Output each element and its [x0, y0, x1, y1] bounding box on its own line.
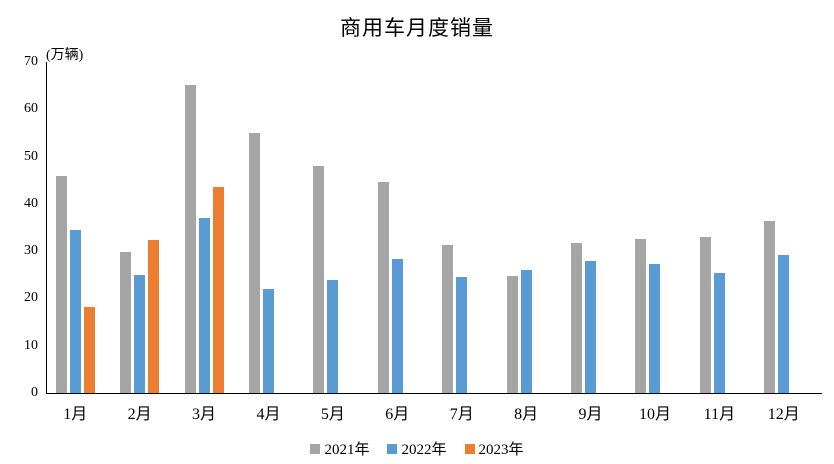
x-category-label: 2月	[127, 406, 152, 423]
y-tick-label: 50	[24, 148, 38, 164]
y-tick-label: 20	[24, 290, 38, 306]
y-tick-label: 40	[24, 195, 38, 211]
legend-label: 2022年	[401, 442, 447, 458]
bar-2021年-5月	[313, 166, 325, 393]
x-category-label: 11月	[703, 406, 736, 423]
bar-2022年-1月	[69, 230, 81, 393]
bar-2021年-2月	[120, 252, 132, 393]
bar-2021年-11月	[699, 237, 711, 393]
bar-2021年-9月	[571, 243, 583, 393]
bar-group-9月	[571, 62, 610, 393]
bar-2021年-4月	[248, 133, 260, 393]
bar-2022年-6月	[391, 259, 403, 393]
x-category-label: 6月	[385, 406, 410, 423]
bar-2021年-12月	[764, 221, 776, 393]
x-category-label: 7月	[449, 406, 474, 423]
x-category-label: 3月	[192, 406, 217, 423]
bar-group-3月	[184, 62, 224, 393]
x-category-label: 10月	[638, 406, 671, 423]
y-tick-label: 60	[24, 101, 38, 117]
legend-item-2021年: 2021年	[310, 438, 369, 459]
x-category-label: 12月	[767, 406, 800, 423]
bar-2023年-2月	[148, 240, 160, 393]
y-tick-label: 10	[24, 337, 38, 353]
bar-2022年-4月	[262, 289, 274, 393]
legend-item-2022年: 2022年	[387, 438, 447, 459]
bar-2021年-1月	[55, 176, 67, 393]
bar-group-5月	[313, 62, 352, 393]
chart-title: 商用车月度销量	[340, 16, 494, 40]
legend-marker-icon	[464, 443, 475, 454]
x-category-label: 8月	[514, 406, 539, 423]
y-tick-label: 30	[24, 243, 38, 259]
bar-2023年-3月	[212, 187, 224, 393]
bar-group-8月	[506, 62, 546, 393]
bar-2021年-7月	[442, 245, 454, 393]
bar-2022年-7月	[456, 277, 468, 393]
legend-item-2023年: 2023年	[464, 438, 524, 459]
legend-label: 2021年	[324, 442, 370, 458]
bar-group-2月	[120, 62, 160, 393]
chart-legend: 2021年 2022年 2023年	[0, 438, 834, 459]
x-category-label: 9月	[578, 406, 603, 423]
x-category-label: 5月	[320, 406, 345, 423]
bar-2021年-3月	[184, 85, 196, 393]
x-category-label: 4月	[256, 406, 281, 423]
bar-2021年-8月	[506, 276, 518, 393]
bar-group-10月	[635, 62, 674, 393]
x-category-label: 1月	[63, 406, 88, 423]
bar-2022年-9月	[585, 261, 597, 393]
legend-marker-icon	[310, 443, 321, 454]
y-axis-line	[46, 62, 47, 393]
y-axis-unit-label: (万辆)	[46, 48, 84, 63]
bar-2022年-8月	[520, 270, 532, 393]
y-tick-label: 70	[24, 54, 38, 69]
bar-group-11月	[699, 62, 739, 393]
bar-group-4月	[248, 62, 288, 393]
bar-2022年-10月	[649, 264, 661, 393]
bar-group-1月	[55, 62, 95, 393]
bar-group-7月	[442, 62, 481, 393]
bar-2022年-5月	[327, 280, 339, 393]
bar-2021年-6月	[377, 182, 389, 393]
legend-marker-icon	[387, 443, 398, 454]
bar-group-6月	[377, 62, 417, 393]
bar-2022年-11月	[713, 273, 725, 393]
bar-2022年-2月	[134, 275, 146, 393]
x-axis-line	[46, 393, 822, 394]
bar-2021年-10月	[635, 239, 647, 393]
bar-2022年-3月	[198, 218, 210, 393]
legend-label: 2023年	[478, 442, 524, 458]
bar-2022年-12月	[778, 255, 790, 393]
bar-group-12月	[764, 62, 803, 393]
y-tick-label: 0	[31, 385, 38, 400]
bar-2023年-1月	[83, 307, 95, 393]
